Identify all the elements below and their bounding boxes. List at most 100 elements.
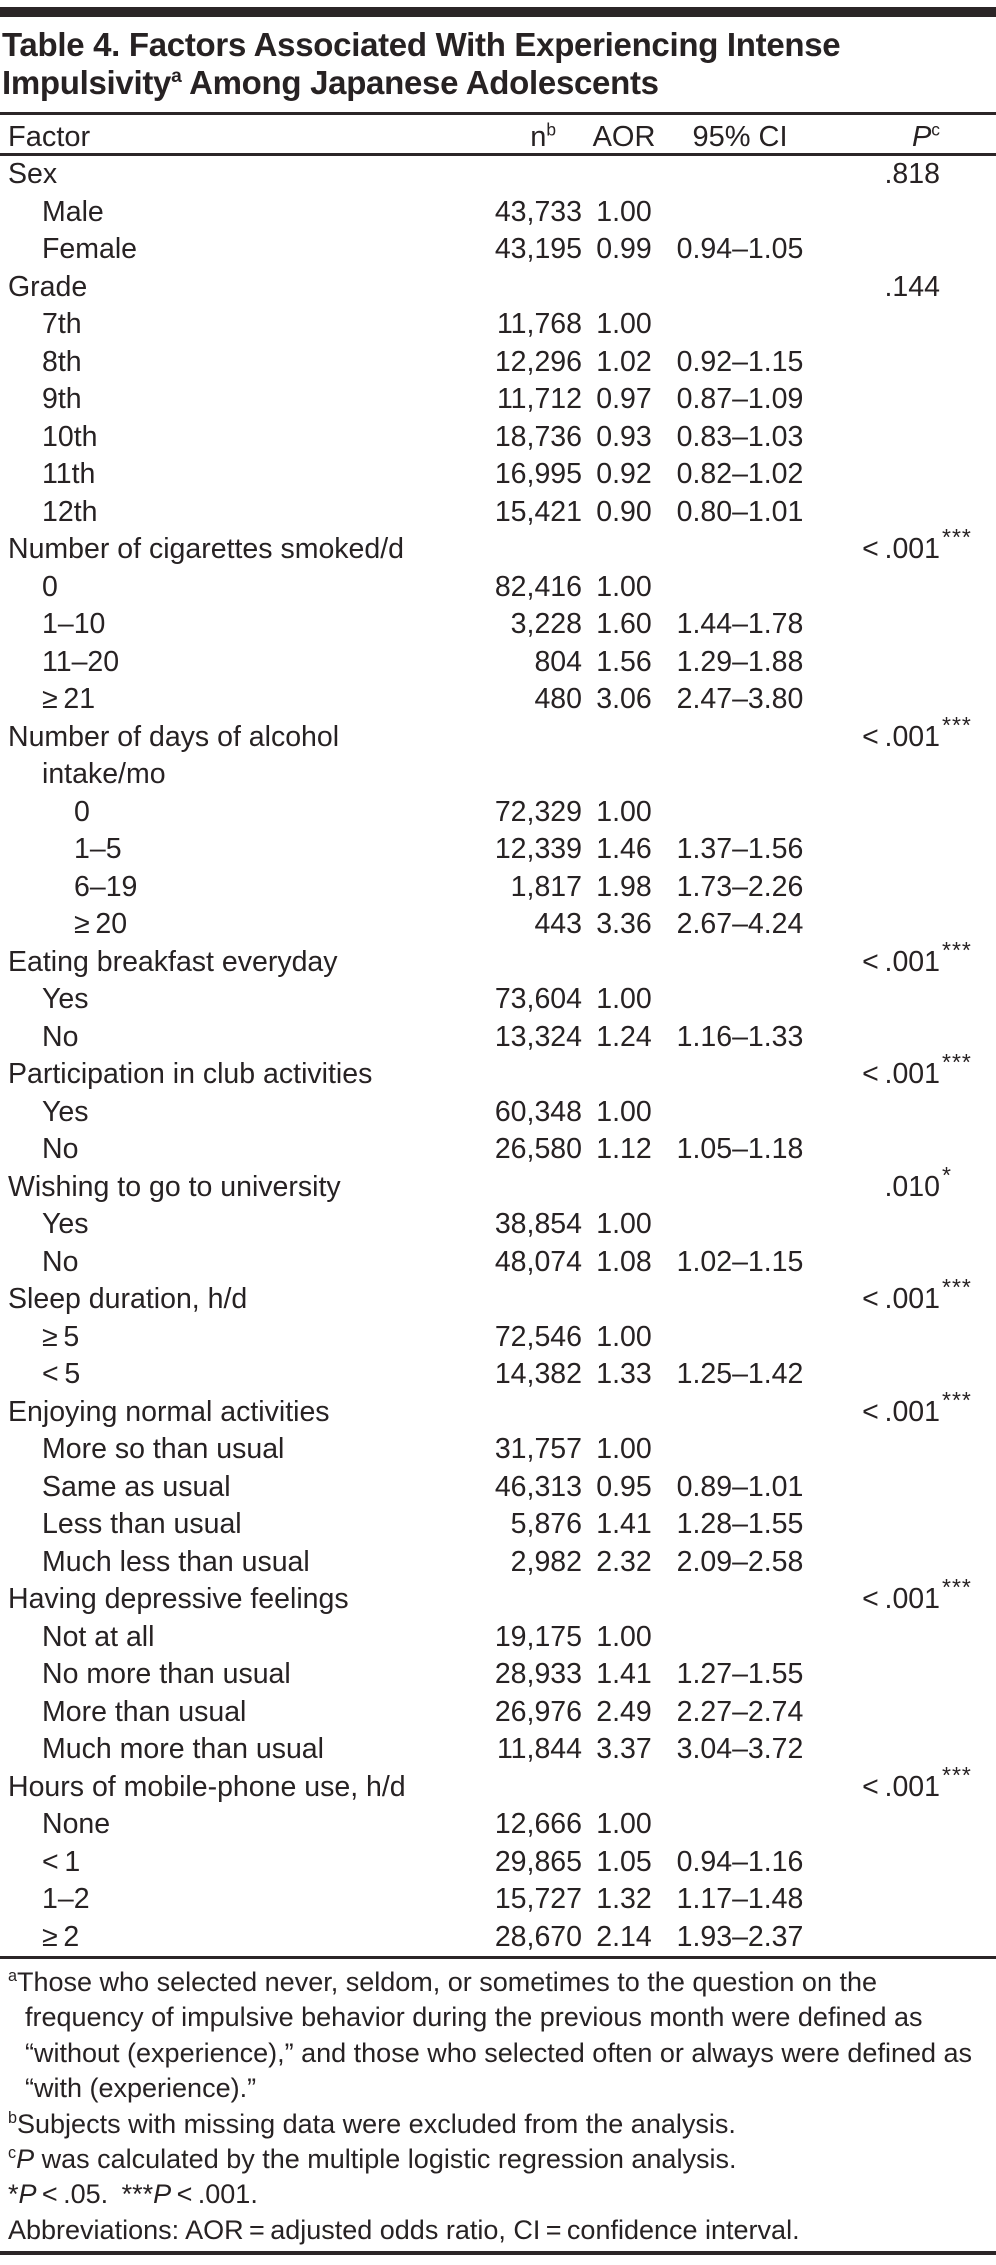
footnote-text: < .05. ***: [36, 2179, 154, 2210]
row-p-value: [814, 1806, 940, 1844]
row-factor-label: Yes: [42, 983, 89, 1015]
row-n-value: 48,074: [494, 1245, 582, 1278]
row-ci-value: 1.93–2.37: [676, 1920, 804, 1953]
row-factor-label: Number of cigarettes smoked/d: [8, 533, 405, 565]
row-ci-value: [666, 1094, 814, 1132]
table-row: ≥ 21 480 3.06 2.47–3.80: [0, 681, 996, 719]
row-n-value: 2,982: [510, 1545, 582, 1578]
row-ci-value: [666, 531, 814, 569]
p-value-text: < .001: [862, 533, 940, 565]
row-ci-value: 0.83–1.03: [676, 420, 804, 453]
table-title-line1: Table 4. Factors Associated With Experie…: [2, 26, 841, 63]
col-header-p-text: P: [911, 121, 932, 153]
row-ci-value: 1.16–1.33: [676, 1020, 804, 1053]
row-factor-label: 10th: [42, 420, 98, 453]
row-factor-label: < 5: [42, 1358, 81, 1390]
row-ci-value: [666, 569, 814, 607]
row-p-value: < .001 ***: [814, 1387, 971, 1432]
row-n-value: 804: [534, 645, 582, 678]
table-row: Sleep duration, h/d < .001 ***: [0, 1274, 996, 1319]
table-row: 11–20 804 1.56 1.29–1.88: [0, 644, 996, 682]
row-factor-label: More than usual: [42, 1695, 247, 1728]
row-ci-value: [666, 1619, 814, 1657]
col-header-factor: Factor: [8, 121, 91, 153]
row-ci-value: 1.37–1.56: [676, 833, 804, 865]
table-row: Hours of mobile-phone use, h/d < .001 ***: [0, 1762, 996, 1807]
row-factor-label: 7th: [42, 308, 82, 340]
footnote-text: P: [153, 2179, 172, 2210]
p-value-text: < .001: [862, 1058, 940, 1090]
row-aor-value: 1.00: [596, 1620, 652, 1653]
row-p-value: [814, 1656, 940, 1694]
row-n-value: 46,313: [494, 1470, 582, 1503]
table-row: Same as usual 46,313 0.95 0.89–1.01: [0, 1469, 996, 1507]
row-factor-label: 11th: [42, 458, 96, 490]
footnote-text: P: [16, 2144, 35, 2175]
row-aor-value: [582, 944, 666, 982]
row-aor-value: 2.14: [596, 1920, 652, 1953]
row-ci-value: [666, 306, 814, 344]
row-p-value: [814, 1919, 940, 1957]
table-row: 10th 18,736 0.93 0.83–1.03: [0, 419, 996, 457]
row-aor-value: 1.46: [596, 833, 652, 865]
row-ci-value: 1.02–1.15: [676, 1245, 804, 1278]
table-row: None 12,666 1.00: [0, 1806, 996, 1844]
row-ci-value: 1.25–1.42: [676, 1358, 804, 1390]
p-value-text: .818: [884, 158, 940, 190]
table-row: 1–2 15,727 1.32 1.17–1.48: [0, 1881, 996, 1919]
footnote-text: Abbreviations: AOR = adjusted odds ratio…: [8, 2214, 800, 2245]
row-factor-label: ≥ 20: [74, 908, 128, 940]
table-row: Grade .144: [0, 269, 996, 307]
row-ci-value: [666, 1169, 814, 1207]
row-aor-value: 1.00: [596, 1808, 652, 1840]
table-row: Eating breakfast everyday < .001 ***: [0, 937, 996, 982]
table-row: < 5 14,382 1.33 1.25–1.42: [0, 1356, 996, 1394]
row-factor-label: 1–5: [74, 833, 122, 865]
row-factor-label: Grade: [8, 270, 88, 303]
row-ci-value: 1.44–1.78: [676, 608, 804, 640]
row-n-value: [462, 944, 582, 982]
table-row: 7th 11,768 1.00: [0, 306, 996, 344]
table-row: < 1 29,865 1.05 0.94–1.16: [0, 1844, 996, 1882]
row-factor-label: Number of days of alcohol: [8, 720, 340, 753]
col-header-aor: AOR: [592, 121, 656, 153]
row-n-value: [462, 1169, 582, 1207]
p-significance-asterisks: ***: [942, 1049, 972, 1075]
table-row: Yes 73,604 1.00: [0, 981, 996, 1019]
row-p-value: [814, 1731, 940, 1769]
row-aor-value: 1.00: [596, 983, 652, 1015]
row-n-value: [462, 156, 582, 194]
row-aor-value: 1.32: [596, 1883, 652, 1915]
footnote-b-marker: b: [546, 119, 556, 140]
row-aor-value: 1.41: [596, 1658, 652, 1690]
row-n-value: 11,844: [496, 1733, 582, 1765]
row-aor-value: 1.00: [596, 1320, 652, 1353]
p-significance-asterisks: ***: [942, 524, 972, 550]
row-aor-value: 1.00: [596, 1208, 652, 1240]
row-ci-value: [666, 269, 814, 307]
footnote: Abbreviations: AOR = adjusted odds ratio…: [8, 2213, 992, 2248]
row-n-value: 1,817: [510, 870, 582, 903]
row-factor-label: ≥ 2: [42, 1920, 80, 1953]
row-aor-value: 1.00: [596, 570, 652, 603]
row-factor-label: ≥ 21: [42, 683, 96, 715]
row-n-value: 14,382: [494, 1358, 582, 1390]
row-ci-value: [666, 1319, 814, 1357]
row-p-value: [814, 231, 940, 269]
row-factor-label: 1–10: [42, 608, 106, 640]
row-aor-value: 2.49: [596, 1695, 652, 1728]
row-aor-value: 1.56: [596, 645, 652, 678]
p-value-text: < .001: [862, 1770, 940, 1803]
row-factor-label: 0: [74, 795, 90, 828]
row-aor-value: 1.05: [596, 1845, 652, 1878]
table-row: ≥ 5 72,546 1.00: [0, 1319, 996, 1357]
row-n-value: 60,348: [494, 1095, 582, 1128]
top-rule: [0, 7, 996, 17]
row-p-value: < .001 ***: [814, 1049, 971, 1094]
row-p-value: < .001 ***: [814, 712, 971, 757]
row-aor-value: [582, 269, 666, 307]
row-aor-value: 1.24: [596, 1020, 652, 1053]
row-n-value: 29,865: [494, 1845, 582, 1878]
row-aor-value: [582, 719, 666, 757]
row-factor-label: Participation in club activities: [8, 1058, 373, 1090]
